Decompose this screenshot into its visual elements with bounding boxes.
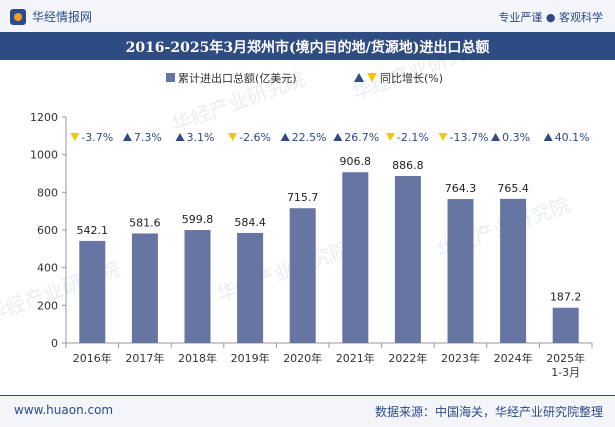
y-tick-label: 200: [37, 299, 58, 312]
legend: 累计进出口总额(亿美元) 同比增长(%): [166, 71, 443, 85]
growth-label: 22.5%: [292, 131, 327, 144]
bar: [79, 240, 106, 343]
growth-up-triangle-icon: [122, 133, 132, 141]
bar: [500, 198, 527, 343]
growth-label: -3.7%: [81, 131, 113, 144]
y-tick-label: 800: [37, 186, 58, 199]
footer-url: www.huaon.com: [14, 403, 114, 417]
bar: [184, 230, 211, 343]
growth-down-triangle-icon: [385, 133, 395, 141]
footer-bar: [0, 396, 615, 427]
chart-title: 2016-2025年3月郑州市(境内目的地/货源地)进出口总额: [125, 40, 490, 56]
bar: [289, 208, 316, 343]
bar-value-label: 906.8: [340, 155, 372, 168]
growth-down-triangle-icon: [228, 133, 238, 141]
bar-value-label: 715.7: [287, 191, 319, 204]
x-tick-label: 2023年: [441, 351, 480, 365]
bar: [131, 233, 158, 343]
y-tick-label: 0: [51, 337, 58, 350]
growth-label: -2.6%: [239, 131, 271, 144]
bar-value-label: 187.2: [550, 291, 582, 304]
y-tick-label: 600: [37, 224, 58, 237]
bar-labels: 542.1 581.6 599.8 584.4 715.7 906.8 886.8 764.3…: [77, 155, 582, 304]
brand: 华经情报网: [10, 8, 92, 25]
growth-label: -13.7%: [450, 131, 489, 144]
growth-up-triangle-icon: [333, 133, 343, 141]
bar-value-label: 764.3: [445, 182, 477, 195]
bar-value-label: 765.4: [497, 182, 529, 195]
x-tick-label: 2020年: [283, 351, 322, 365]
legend-label-total: 累计进出口总额(亿美元): [178, 71, 297, 85]
brand-logo-icon: [10, 8, 26, 25]
x-tick-labels: 2016年 2017年 2018年 2019年 2020年 2021年 2022年 2023年…: [73, 351, 585, 379]
x-tick-label: 2025年: [546, 351, 585, 365]
legend-bar-swatch: [166, 73, 175, 82]
growth-up-triangle-icon: [280, 133, 290, 141]
y-tick-label: 1000: [30, 149, 58, 162]
legend-up-triangle-icon: [354, 73, 364, 82]
x-tick-label: 2024年: [494, 351, 533, 365]
bar-value-label: 581.6: [129, 216, 161, 229]
x-tick-label: 2022年: [388, 351, 427, 365]
x-tick-label: 2016年: [73, 351, 112, 365]
footer-source: 数据来源：中国海关，华经产业研究院整理: [374, 405, 603, 419]
growth-label: 40.1%: [555, 131, 590, 144]
bar-value-label: 886.8: [392, 159, 424, 172]
growth-label: 7.3%: [134, 131, 162, 144]
bar-value-label: 584.4: [234, 216, 266, 229]
x-tick-label: 2019年: [231, 351, 270, 365]
header-bar: [0, 0, 615, 32]
growth-down-triangle-icon: [70, 133, 80, 141]
x-tick-label: 2018年: [178, 351, 217, 365]
legend-label-growth: 同比增长(%): [380, 71, 443, 85]
growth-label: 3.1%: [187, 131, 215, 144]
bar: [394, 175, 421, 343]
bars: [79, 172, 579, 343]
x-tick-label-sub: 1-3月: [551, 366, 580, 379]
brand-name: 华经情报网: [32, 10, 93, 24]
bar: [447, 199, 474, 343]
growth-labels: -3.7% 7.3% 3.1% -2.6% 22.5% 26.7% -2.1% -13.7% 0…: [70, 131, 590, 144]
x-tick-label: 2017年: [125, 351, 164, 365]
bar: [237, 232, 264, 343]
bar-value-label: 599.8: [182, 213, 214, 226]
legend-down-triangle-icon: [367, 73, 377, 82]
bar: [552, 307, 579, 343]
growth-down-triangle-icon: [438, 133, 448, 141]
footer-divider: [0, 395, 615, 396]
growth-label: 26.7%: [344, 131, 379, 144]
growth-label: 0.3%: [502, 131, 530, 144]
y-tick-label: 1200: [30, 111, 58, 124]
watermark-text: 华经产业研究院: [214, 236, 354, 306]
chart-svg: 华经产业研究院华经产业研究院华经产业研究院华经产业研究院华经产业研究院 累计进出…: [0, 60, 593, 379]
growth-up-triangle-icon: [491, 133, 501, 141]
growth-label: -2.1%: [397, 131, 429, 144]
bar: [342, 172, 369, 343]
bar-value-label: 542.1: [77, 224, 109, 237]
tagline: 专业严谨 ● 客观科学: [498, 11, 603, 24]
growth-up-triangle-icon: [543, 133, 553, 141]
y-tick-label: 400: [37, 262, 58, 275]
x-tick-label: 2021年: [336, 351, 375, 365]
growth-up-triangle-icon: [175, 133, 185, 141]
title-bar: [0, 32, 615, 60]
